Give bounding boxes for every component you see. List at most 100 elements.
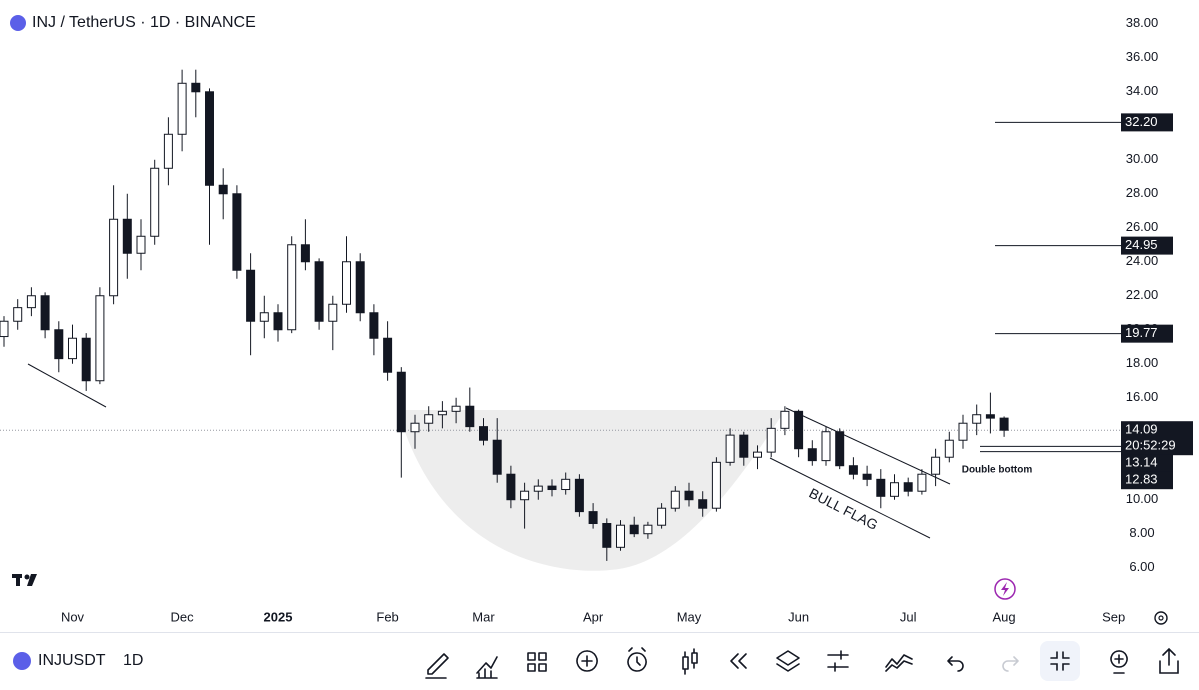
chart-title: INJ / TetherUS · 1D · BINANCE <box>32 14 256 31</box>
indicators-tool[interactable] <box>476 656 498 679</box>
symbol-logo <box>10 15 26 31</box>
draw-tool[interactable] <box>425 653 449 679</box>
candle-body <box>999 417 1009 431</box>
x-tick-label: Dec <box>171 609 195 624</box>
x-tick-label: Aug <box>993 609 1016 624</box>
share-button[interactable] <box>1159 647 1179 674</box>
candle-body <box>342 261 351 305</box>
x-tick-label: Mar <box>472 609 495 624</box>
undo-button[interactable] <box>947 656 964 672</box>
lightning-button[interactable] <box>994 578 1016 600</box>
x-tick-label: 2025 <box>264 609 293 624</box>
compare-tool[interactable] <box>885 654 913 672</box>
replay-tool[interactable] <box>730 653 747 669</box>
candle-body <box>218 184 228 195</box>
candle-body <box>629 524 639 535</box>
candle-body <box>479 426 488 441</box>
flag-lower-line <box>769 457 931 539</box>
candle-body <box>698 499 708 509</box>
candle-body <box>725 434 735 463</box>
candle-body <box>465 405 475 428</box>
candle-body <box>533 485 543 492</box>
bar-style-tool[interactable] <box>682 648 698 675</box>
candle-body <box>972 414 982 424</box>
chart: 6.008.0010.0012.0014.0016.0018.0020.0022… <box>0 14 1193 625</box>
y-tick-label: 22.00 <box>1126 287 1159 302</box>
y-tick-label: 28.00 <box>1126 185 1159 200</box>
candle-body <box>657 507 667 526</box>
x-tick-label: Apr <box>583 609 604 624</box>
price-label-box <box>1121 324 1173 343</box>
y-tick-label: 8.00 <box>1129 525 1154 540</box>
candle-body <box>506 473 516 501</box>
fullscreen-button[interactable] <box>1050 651 1070 671</box>
y-tick-label: 30.00 <box>1126 151 1159 166</box>
candle-body <box>13 307 23 322</box>
candle-body <box>136 235 146 254</box>
add-tool[interactable] <box>576 650 598 672</box>
settings-tool[interactable] <box>827 650 849 672</box>
layout-tool[interactable] <box>527 652 547 672</box>
candle-body <box>26 295 36 309</box>
candle-body <box>917 473 927 492</box>
settings-button[interactable] <box>1154 611 1168 625</box>
candle-body <box>40 295 50 331</box>
price-label: 24.95 <box>1125 237 1158 252</box>
candle-body <box>766 427 776 453</box>
symbol[interactable]: INJUSDT <box>38 652 106 669</box>
y-tick-label: 36.00 <box>1126 49 1159 64</box>
x-tick-label: Jun <box>788 609 809 624</box>
y-tick-label: 24.00 <box>1126 253 1159 268</box>
interval[interactable]: 1D <box>123 652 143 669</box>
candle-body <box>287 244 297 331</box>
price-label-box <box>1121 471 1173 490</box>
candle-body <box>314 261 324 322</box>
candle-body <box>205 91 214 186</box>
y-tick-label: 6.00 <box>1129 559 1154 574</box>
candle-body <box>862 473 872 480</box>
price-label-box <box>1121 113 1173 132</box>
double-bottom-label: Double bottom <box>962 465 1033 476</box>
candle-body <box>424 414 434 424</box>
price-label: 13.14 <box>1125 455 1158 470</box>
candle-body <box>191 82 201 93</box>
y-tick-label: 16.00 <box>1126 389 1159 404</box>
candle-body <box>616 524 625 548</box>
fullscreen-bg <box>1040 641 1080 681</box>
candle-body <box>807 448 817 462</box>
candle-body <box>437 410 447 416</box>
redo-button[interactable] <box>1002 656 1019 672</box>
price-label-box <box>1121 454 1173 473</box>
candle-body <box>985 414 995 419</box>
candle-body <box>492 439 502 475</box>
candle-body <box>355 261 365 314</box>
price-label: 32.20 <box>1125 114 1158 129</box>
price-label: 19.77 <box>1125 325 1158 340</box>
candle-body <box>109 218 119 297</box>
x-tick-label: May <box>677 609 702 624</box>
candle-body <box>876 478 886 497</box>
candle-body <box>150 167 160 237</box>
candle-body <box>684 490 694 501</box>
y-tick-label: 18.00 <box>1126 355 1159 370</box>
candle-body <box>410 422 420 433</box>
candle-body <box>588 511 598 525</box>
toolbar: INJUSDT 1D <box>13 641 1179 681</box>
candle-body <box>711 461 721 509</box>
candle-body <box>273 312 283 331</box>
candle-body <box>794 410 804 450</box>
last-price-box <box>1121 421 1193 456</box>
layers-tool[interactable] <box>776 650 800 672</box>
flag-upper-line <box>785 407 951 485</box>
x-tick-label: Jul <box>900 609 917 624</box>
flag-label: BULL FLAG <box>807 485 881 533</box>
candle-body <box>451 405 461 412</box>
candle-body <box>95 295 105 382</box>
idea-button[interactable] <box>1110 650 1128 674</box>
x-tick-label: Sep <box>1102 609 1125 624</box>
alert-tool[interactable] <box>627 647 647 672</box>
tradingview-logo <box>12 574 37 586</box>
y-tick-label: 34.00 <box>1126 83 1159 98</box>
symbol-logo <box>13 652 31 670</box>
y-tick-label: 26.00 <box>1126 219 1159 234</box>
